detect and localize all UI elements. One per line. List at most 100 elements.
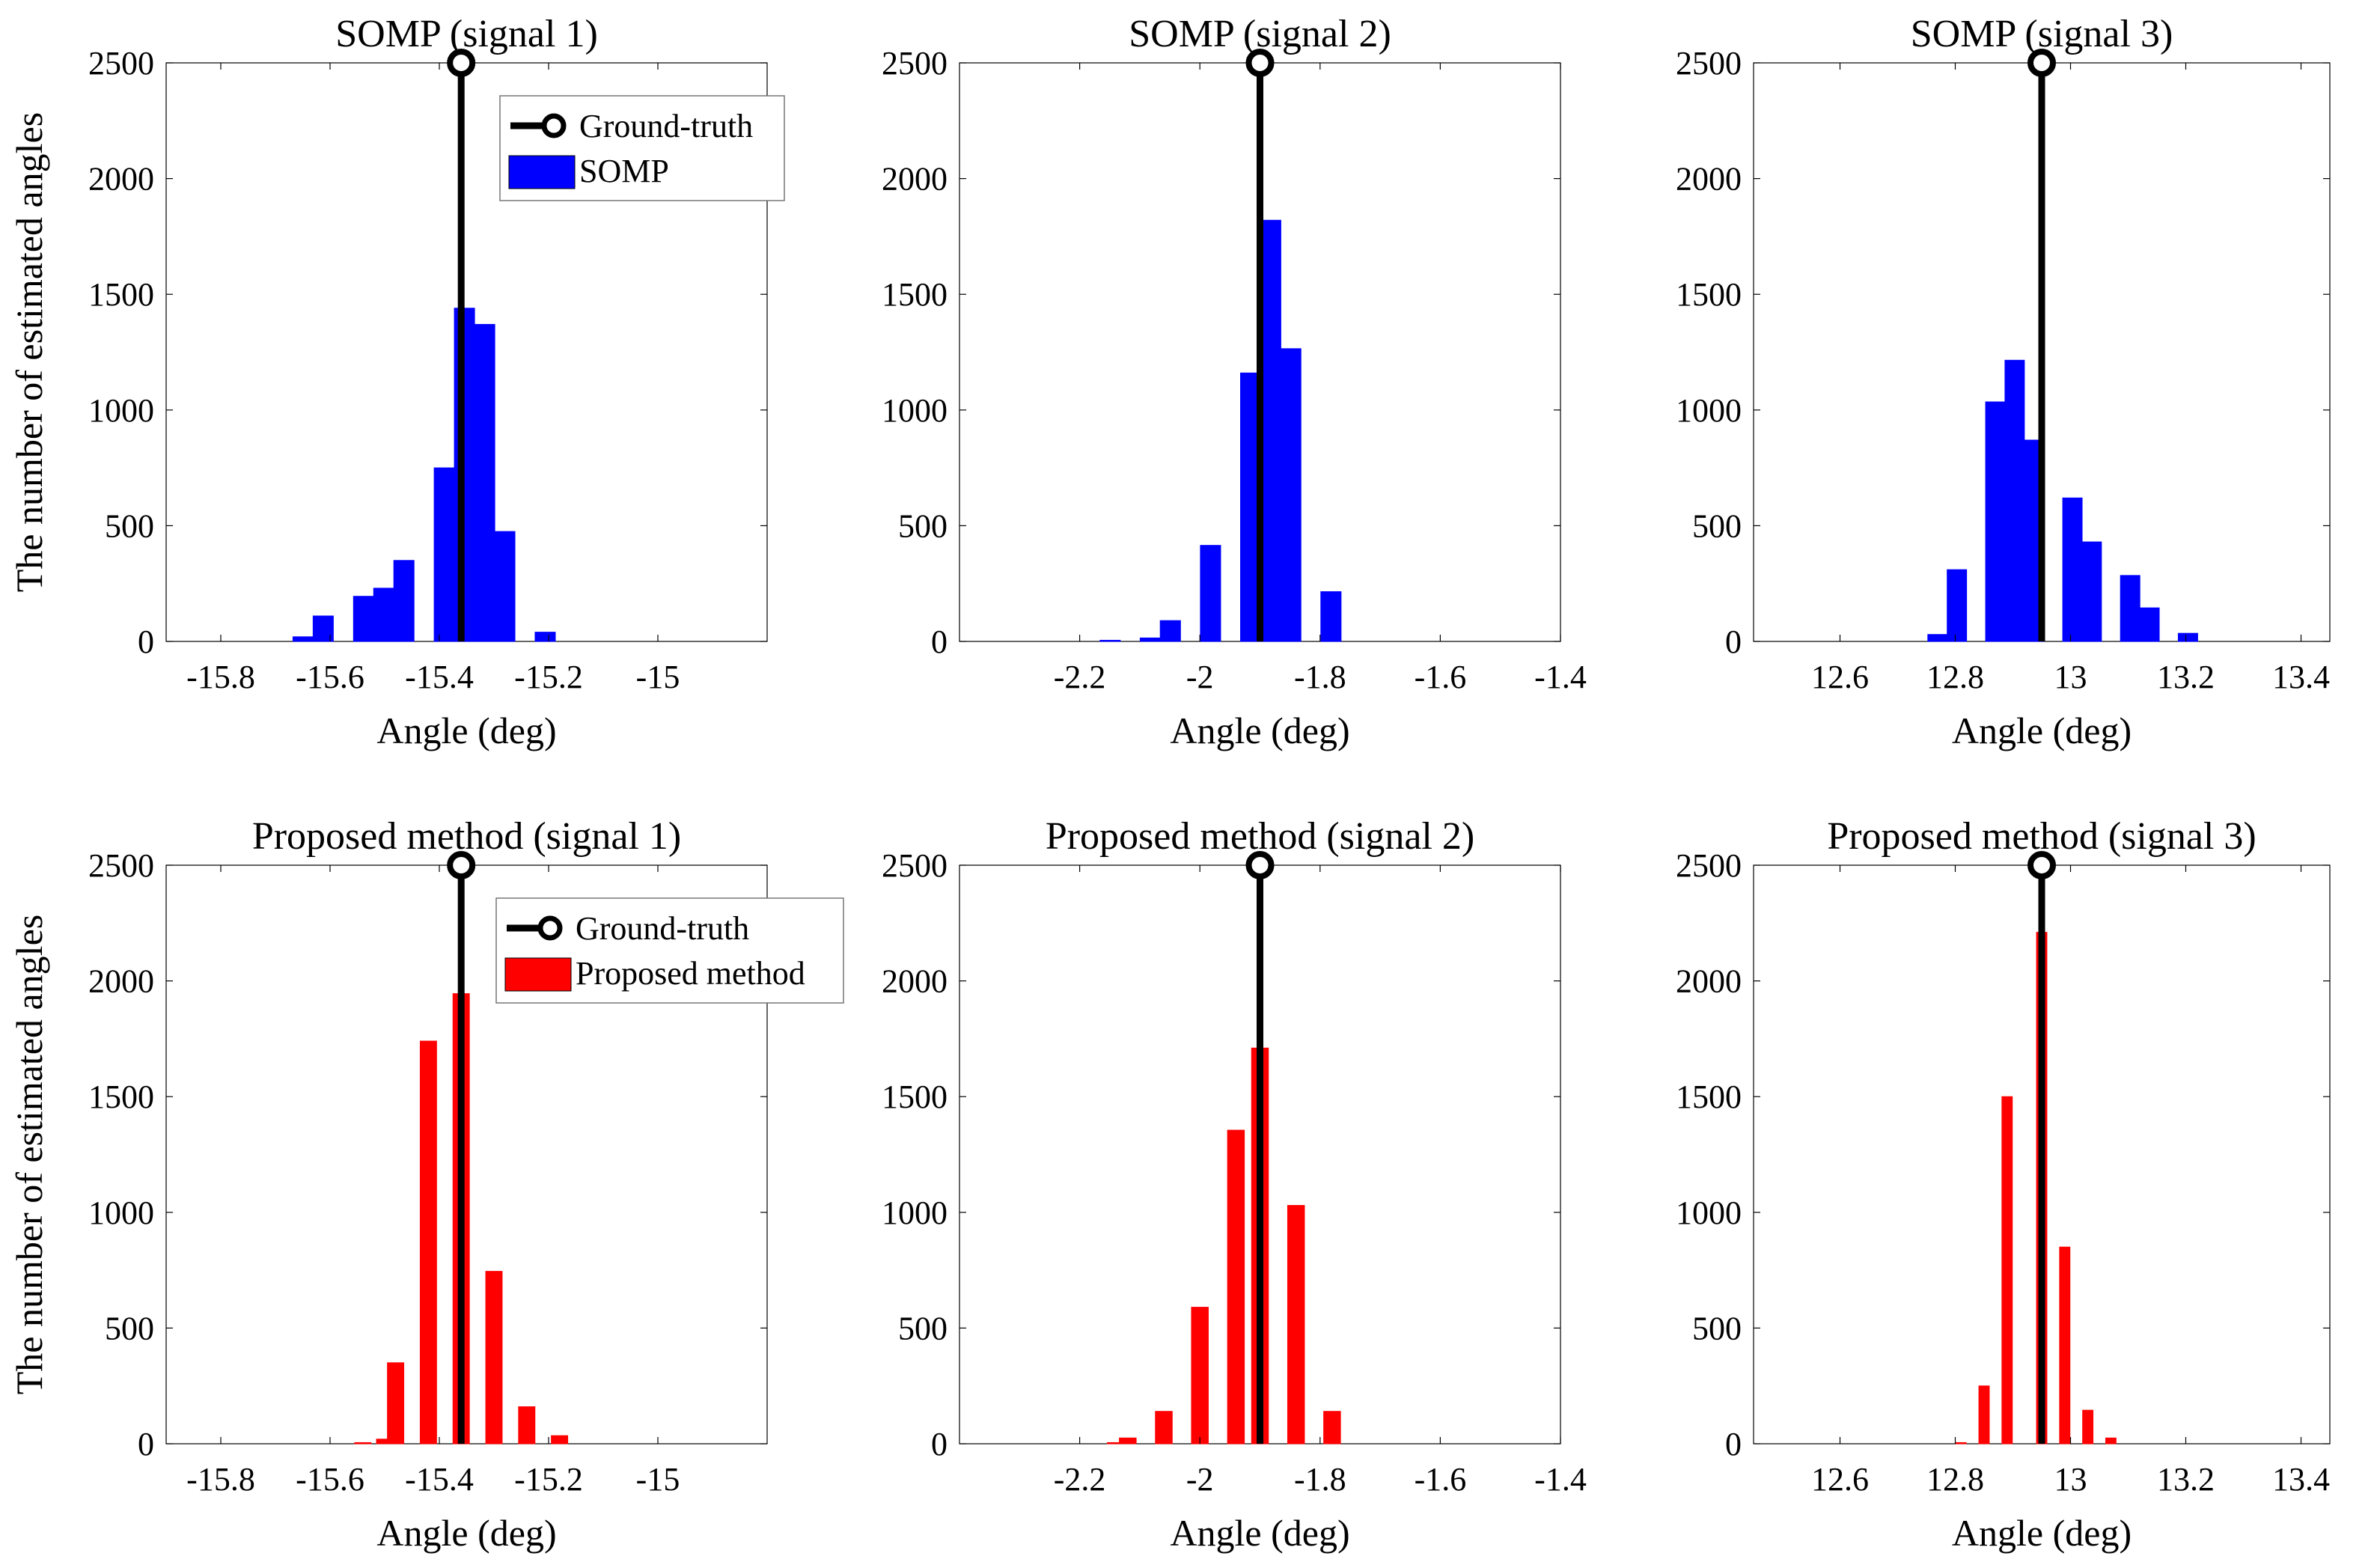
- y-tick-label: 2000: [882, 161, 948, 198]
- ground-truth-marker: [1245, 49, 1275, 77]
- x-tick-label: 13.2: [2157, 659, 2215, 695]
- chart-panel-1: -15.8 -15.6 -15.4 -15.2 -15 0 500 1000 1500 2000 2…: [8, 13, 785, 751]
- chart-panel-6: 12.6 12.8 13 13.2 13.4 0 500 1000 1500 2000 2500 Pr…: [1676, 815, 2331, 1554]
- x-tick-label: -2: [1186, 1461, 1214, 1498]
- x-tick-label: 12.6: [1811, 659, 1869, 695]
- ground-truth-marker: [1245, 851, 1275, 879]
- y-tick-label: 2500: [1676, 847, 1742, 884]
- y-tick-label: 2500: [88, 45, 154, 82]
- histogram-bar: [2081, 541, 2102, 642]
- chart-title: SOMP (signal 1): [335, 13, 598, 55]
- legend: Ground-truth SOMP: [499, 95, 785, 201]
- y-tick-label: 2500: [88, 847, 154, 884]
- y-tick-label: 1500: [882, 1079, 948, 1115]
- y-tick-label: 0: [1725, 623, 1742, 660]
- legend-entry-ground-truth: Ground-truth: [579, 108, 753, 144]
- x-tick-label: -15: [636, 659, 680, 695]
- ground-truth-marker: [2027, 49, 2056, 77]
- y-tick-label: 500: [1692, 1310, 1742, 1346]
- x-tick-label: 12.8: [1926, 1461, 1984, 1498]
- y-tick-label: 2500: [1676, 45, 1742, 82]
- histogram-bar: [1191, 1307, 1209, 1445]
- histogram-bar: [1260, 219, 1281, 642]
- chart-panel-2: -2.2 -2 -1.8 -1.6 -1.4 0 500 1000 1500 2000 2500 SO…: [882, 13, 1587, 751]
- histogram-bar: [2105, 1437, 2117, 1445]
- histogram-bar: [518, 1406, 536, 1445]
- histogram-bar: [354, 1442, 372, 1445]
- histogram-bar: [1119, 1437, 1137, 1445]
- x-tick-label: 12.6: [1811, 1461, 1869, 1498]
- x-tick-label: -15.8: [186, 1461, 255, 1498]
- y-tick-label: 2000: [1676, 161, 1742, 198]
- x-tick-label: -2.2: [1054, 1461, 1106, 1498]
- legend-entry-series: Proposed method: [576, 955, 805, 992]
- legend-ground-truth-marker: [537, 915, 563, 941]
- histogram-bar: [1927, 634, 1948, 642]
- y-axis-label: The number of estimated angles: [8, 915, 50, 1394]
- x-tick-label: -15: [636, 1461, 680, 1498]
- x-axis-label: Angle (deg): [376, 1512, 556, 1554]
- histogram-bar: [1947, 569, 1968, 642]
- histogram-bar: [2139, 607, 2160, 642]
- histogram-bar: [1955, 1442, 1967, 1445]
- x-tick-label: 12.8: [1926, 659, 1984, 695]
- histogram-bar: [1320, 591, 1342, 642]
- y-tick-label: 1000: [88, 392, 154, 429]
- y-tick-label: 500: [898, 507, 948, 544]
- ground-truth-marker: [447, 49, 476, 77]
- histogram-bar: [2082, 1409, 2094, 1445]
- x-tick-label: -15.2: [514, 659, 583, 695]
- histogram-bar: [534, 632, 556, 642]
- histogram-bar: [312, 615, 334, 642]
- histogram-bar: [292, 636, 314, 642]
- y-tick-label: 500: [898, 1310, 948, 1346]
- y-tick-label: 2000: [88, 963, 154, 1000]
- x-axis-label: Angle (deg): [376, 710, 556, 751]
- histogram-bar: [393, 560, 415, 642]
- x-tick-label: -15.8: [186, 659, 255, 695]
- legend-series-swatch: [508, 155, 576, 189]
- x-axis-label: Angle (deg): [1170, 710, 1349, 751]
- chart-title: SOMP (signal 2): [1129, 13, 1391, 55]
- x-axis-label: Angle (deg): [1952, 710, 2132, 751]
- chart-title: Proposed method (signal 1): [252, 815, 681, 858]
- y-tick-label: 1000: [882, 1195, 948, 1231]
- histogram-bar: [1978, 1385, 1990, 1445]
- histogram-bar: [485, 1271, 503, 1445]
- y-tick-label: 1000: [88, 1195, 154, 1231]
- legend: Ground-truth Proposed method: [495, 897, 844, 1004]
- y-tick-label: 2000: [1676, 963, 1742, 1000]
- y-tick-label: 0: [931, 1426, 948, 1462]
- histogram-bar: [1323, 1411, 1341, 1445]
- y-tick-label: 1000: [1676, 392, 1742, 429]
- histogram-bar: [2177, 632, 2198, 642]
- y-tick-label: 1500: [88, 1079, 154, 1115]
- legend-entry-series: SOMP: [579, 153, 669, 189]
- x-tick-label: -1.6: [1415, 1461, 1467, 1498]
- x-axis-label: Angle (deg): [1952, 1512, 2132, 1554]
- histogram-bar: [1200, 545, 1221, 642]
- y-tick-label: 0: [1725, 1426, 1742, 1462]
- x-tick-label: -2: [1186, 659, 1214, 695]
- histogram-bar: [474, 323, 495, 642]
- histogram-bar: [1159, 620, 1181, 642]
- x-tick-label: -15.2: [514, 1461, 583, 1498]
- chart-panel-5: -2.2 -2 -1.8 -1.6 -1.4 0 500 1000 1500 2000 2500 Pr…: [882, 815, 1587, 1554]
- y-tick-label: 1500: [88, 276, 154, 313]
- histogram-bar: [1139, 637, 1161, 642]
- histogram-bar: [551, 1435, 569, 1445]
- x-tick-label: -1.6: [1415, 659, 1467, 695]
- histogram-bar: [353, 596, 374, 642]
- y-tick-label: 2000: [882, 963, 948, 1000]
- legend-ground-truth-marker: [541, 113, 567, 138]
- y-tick-label: 2500: [882, 847, 948, 884]
- y-tick-label: 0: [138, 1426, 154, 1462]
- x-tick-label: 13.4: [2272, 659, 2330, 695]
- histogram-bar: [387, 1362, 405, 1445]
- y-tick-label: 1500: [1676, 1079, 1742, 1115]
- y-tick-label: 2000: [88, 161, 154, 198]
- x-tick-label: 13: [2054, 659, 2087, 695]
- y-tick-label: 500: [105, 507, 154, 544]
